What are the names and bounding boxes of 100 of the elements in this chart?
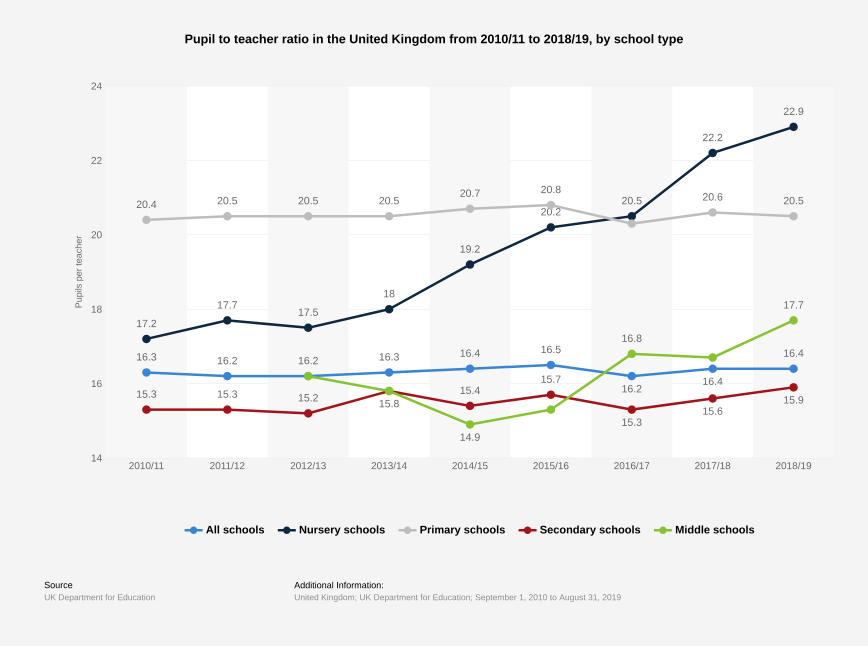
point xyxy=(466,420,474,429)
data-label: 16.4 xyxy=(460,349,480,357)
y-tick-label: 20 xyxy=(92,231,102,238)
point xyxy=(546,360,556,370)
point xyxy=(142,216,151,224)
point xyxy=(223,372,232,380)
point xyxy=(223,405,232,414)
data-label: 16.8 xyxy=(622,334,642,342)
point xyxy=(546,223,556,232)
data-label: 17.2 xyxy=(137,320,156,328)
point xyxy=(789,316,798,325)
point xyxy=(466,204,474,214)
data-label: 14.9 xyxy=(460,433,480,441)
point xyxy=(789,212,798,220)
point xyxy=(628,350,636,358)
x-tick-label: 2018/19 xyxy=(776,462,812,470)
y-tick-label: 14 xyxy=(92,454,102,462)
y-tick-label: 24 xyxy=(92,82,102,90)
data-label: 19.2 xyxy=(460,245,480,253)
point xyxy=(466,402,474,410)
data-label: 20.5 xyxy=(784,196,804,204)
point xyxy=(546,405,556,414)
chart-title: Pupil to teacher ratio in the United Kingdom from 2010/11 to 2018/19, by school type xyxy=(185,34,683,46)
data-label: 20.5 xyxy=(622,196,642,204)
point xyxy=(142,405,151,414)
point xyxy=(304,409,312,418)
data-label: 15.9 xyxy=(784,396,804,404)
data-label: 20.4 xyxy=(136,200,156,208)
data-label: 15.3 xyxy=(137,390,156,398)
data-label: 20.8 xyxy=(541,186,561,194)
data-label: 20.7 xyxy=(460,189,480,197)
point xyxy=(223,316,232,325)
legend-label: Middle schools xyxy=(676,525,754,534)
point xyxy=(708,364,717,373)
legend-label: Primary schools xyxy=(420,525,505,536)
legend-label: Secondary schools xyxy=(540,525,640,536)
data-label: 15.4 xyxy=(460,386,480,394)
data-label: 17.7 xyxy=(218,301,238,308)
y-axis-title: Pupils per teacher xyxy=(75,236,84,308)
data-label: 17.7 xyxy=(784,301,804,308)
point xyxy=(789,364,798,373)
data-label: 15.8 xyxy=(380,400,399,408)
x-tick-label: 2014/15 xyxy=(452,462,488,470)
legend-label: All schools xyxy=(206,525,264,534)
data-label: 22.2 xyxy=(702,134,722,142)
point xyxy=(708,353,717,362)
data-label: 16.4 xyxy=(784,349,804,357)
data-label: 15.2 xyxy=(298,394,318,402)
point xyxy=(708,148,717,158)
point xyxy=(466,364,474,373)
point xyxy=(628,405,636,414)
text: Additional Information: xyxy=(294,582,383,588)
x-tick-label: 2013/14 xyxy=(372,462,407,470)
data-label: 20.5 xyxy=(218,196,238,204)
data-label: 17.5 xyxy=(298,308,318,316)
point xyxy=(708,394,717,403)
data-label: 16.3 xyxy=(137,353,156,361)
x-tick-label: 2017/18 xyxy=(695,462,730,470)
point xyxy=(466,260,474,269)
y-tick-label: 22 xyxy=(92,156,102,164)
data-label: 20.2 xyxy=(541,208,561,216)
data-label: 16.5 xyxy=(541,346,561,354)
x-tick-label: 2016/17 xyxy=(614,462,650,470)
data-label: 22.9 xyxy=(784,108,804,116)
y-tick-label: 16 xyxy=(92,380,102,388)
point xyxy=(384,212,394,220)
point xyxy=(304,324,312,332)
data-label: 16.2 xyxy=(298,356,318,364)
text: UK Department for Education xyxy=(44,594,155,602)
point xyxy=(708,208,717,217)
point xyxy=(628,212,636,220)
point xyxy=(384,304,394,314)
point xyxy=(223,212,232,220)
x-tick-label: 2010/11 xyxy=(129,462,164,470)
data-label: 20.5 xyxy=(298,196,318,204)
data-label: 16.2 xyxy=(218,356,238,364)
point xyxy=(789,383,798,392)
data-label: 15.3 xyxy=(218,390,238,398)
data-label: 20.6 xyxy=(702,193,722,201)
data-label: 15.3 xyxy=(622,418,642,426)
x-tick-label: 2011/12 xyxy=(210,462,245,470)
point xyxy=(546,390,556,400)
point xyxy=(142,334,151,344)
point xyxy=(304,212,312,220)
x-tick-label: 2012/13 xyxy=(290,462,326,470)
point xyxy=(142,368,151,377)
data-label: 15.6 xyxy=(703,407,722,415)
text: Source xyxy=(44,582,72,588)
point xyxy=(789,122,798,132)
data-label: 15.7 xyxy=(541,376,561,383)
point xyxy=(628,372,636,380)
x-tick-label: 2015/16 xyxy=(533,462,569,470)
y-tick-label: 18 xyxy=(92,306,102,313)
data-label: 18 xyxy=(384,290,394,298)
data-label: 20.5 xyxy=(379,196,399,204)
legend-label: Nursery schools xyxy=(300,525,385,536)
point xyxy=(628,219,636,228)
data-label: 16.3 xyxy=(380,353,399,361)
text: United Kingdom; UK Department for Education; September 1, 2010 to August 31, 2019 xyxy=(294,594,621,602)
point xyxy=(384,368,394,377)
